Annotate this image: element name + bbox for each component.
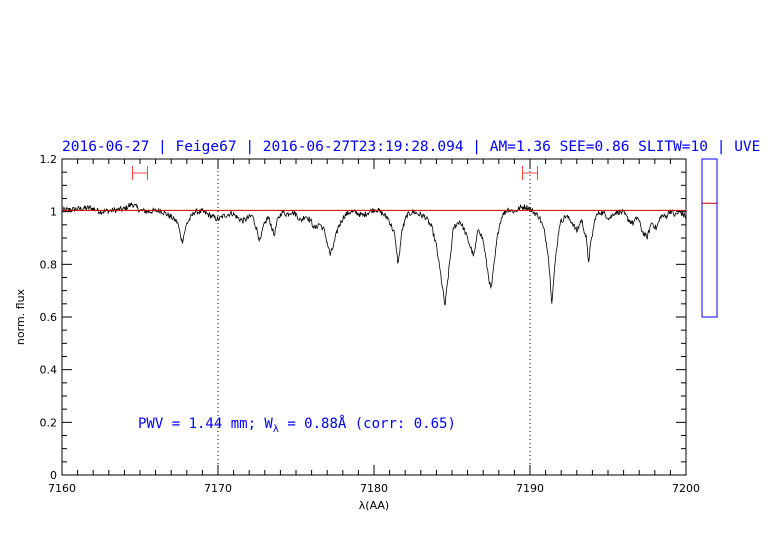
pwv-annotation-subscript: λ bbox=[273, 424, 279, 435]
y-tick-label-1: 0.2 bbox=[40, 416, 58, 429]
x-axis-label: λ(AA) bbox=[359, 499, 389, 512]
x-axis: 7160 7170 7180 7190 7200 bbox=[48, 159, 700, 495]
region-markers bbox=[132, 166, 538, 180]
y-tick-label-5: 1 bbox=[50, 206, 57, 219]
x-tick-label-7180: 7180 bbox=[360, 482, 388, 495]
y-tick-label-6: 1.2 bbox=[40, 153, 58, 166]
spectrum-series bbox=[61, 202, 687, 306]
y-tick-label-3: 0.6 bbox=[40, 311, 58, 324]
y-tick-label-0: 0 bbox=[50, 469, 57, 482]
side-panel bbox=[701, 158, 718, 318]
y-tick-label-4: 0.8 bbox=[40, 258, 58, 271]
spectrum-line bbox=[61, 202, 687, 306]
y-tick-label-2: 0.4 bbox=[40, 364, 58, 377]
x-tick-label-7200: 7200 bbox=[672, 482, 700, 495]
chart-title: 2016-06-27 | Feige67 | 2016-06-27T23:19:… bbox=[62, 139, 760, 155]
x-tick-label-7160: 7160 bbox=[48, 482, 76, 495]
x-tick-label-7170: 7170 bbox=[204, 482, 232, 495]
pwv-annotation: PWV = 1.44 mm; Wλ = 0.88Å (corr: 0.65) bbox=[138, 415, 456, 435]
pwv-annotation-prefix: PWV = 1.44 mm; W bbox=[138, 416, 273, 432]
pwv-annotation-suffix: = 0.88Å (corr: 0.65) bbox=[279, 415, 456, 432]
x-tick-label-7190: 7190 bbox=[516, 482, 544, 495]
y-axis-label: norm. flux bbox=[14, 288, 27, 345]
reference-lines bbox=[217, 159, 531, 475]
y-axis: 0 0.2 0.4 0.6 0.8 1 1.2 bbox=[40, 153, 686, 482]
